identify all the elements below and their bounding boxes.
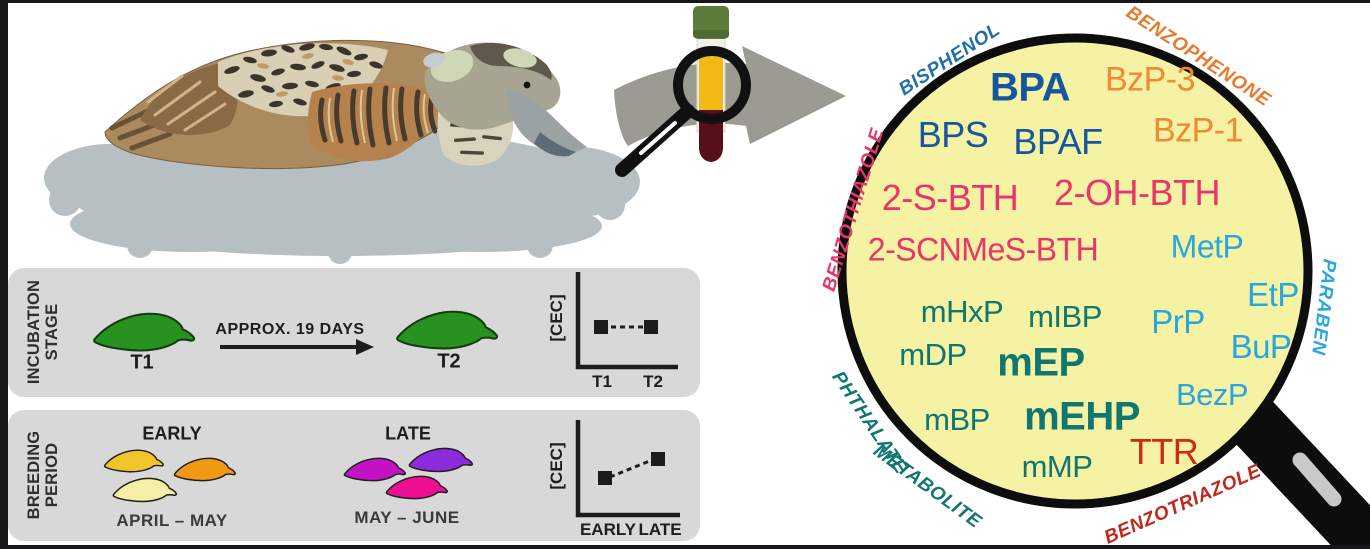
chemical-bzp1: BzP-1: [1152, 111, 1244, 150]
stage-t1-label: T1: [130, 351, 154, 374]
chart2-trend-line: [609, 458, 653, 479]
chemical-2ohbth: 2-OH-BTH: [1054, 172, 1221, 213]
blood-tube: [693, 6, 729, 162]
chemical-mhxp: mHxP: [920, 294, 1004, 329]
duck-t2-icon: [396, 310, 499, 350]
tube-plasma: [699, 54, 723, 112]
chemical-2scnmesbth: 2-SCNMeS-BTH: [867, 231, 1099, 268]
incubation-stage-title: INCUBATION STAGE: [25, 280, 61, 384]
chemical-ttr: TTR: [1129, 431, 1199, 472]
chemical-bpaf: BPAF: [1013, 121, 1103, 162]
chemical-mibp: mIBP: [1028, 299, 1102, 334]
duck-shoulder-streaks: [146, 74, 227, 132]
duck-shoulder: [140, 62, 238, 136]
breeding-title-line2: PERIOD: [43, 442, 61, 508]
chemical-mep: mEP: [997, 340, 1085, 385]
cec-vs-period-chart: [CEC] EARLY LATE: [547, 420, 682, 539]
chart1-point-t2: [644, 320, 658, 334]
small-magnifier: [615, 46, 751, 177]
cec-vs-stage-chart: [CEC] T1 T2: [547, 272, 678, 391]
incubation-title-line1: INCUBATION: [25, 279, 43, 385]
chemical-prp: PrP: [1151, 303, 1205, 340]
bottom-edge-line: [0, 545, 1370, 549]
small-magnifier-ring: [673, 46, 751, 124]
late-period-label: MAY – JUNE: [354, 508, 460, 527]
lens-handle-slit: [1292, 452, 1342, 507]
lens-handle: [1227, 396, 1370, 549]
early-group-label: EARLY: [142, 423, 202, 444]
chart2-ylabel: [CEC]: [547, 442, 566, 489]
chemical-etp: EtP: [1247, 276, 1299, 313]
eider-duck-on-nest-illustration: [44, 39, 640, 264]
chemical-2sbth: 2-S-BTH: [881, 177, 1019, 218]
chemical-mmp: mMP: [1021, 449, 1093, 484]
chemical-metp: MetP: [1170, 228, 1244, 265]
arrow-duration-label: APPROX. 19 DAYS: [215, 321, 365, 338]
lens-circle: [837, 33, 1313, 509]
chemical-bps: BPS: [917, 114, 989, 155]
breeding-period-title: BREEDING PERIOD: [25, 431, 61, 520]
incubation-arrow: [220, 339, 374, 355]
chart1-point-t1: [594, 320, 608, 334]
duck-late-magenta-icon: [343, 457, 406, 482]
duck-bill-lower: [534, 132, 576, 157]
early-period-label: APRIL – MAY: [116, 511, 228, 530]
top-edge-line: [0, 0, 1370, 3]
chemical-mbp: mBP: [924, 402, 990, 437]
duck-late-purple-icon: [408, 447, 474, 473]
chemical-bpa: BPA: [990, 65, 1070, 110]
duck-eye: [523, 81, 531, 89]
duck-head-green-patch: [503, 48, 537, 68]
duck-bill: [506, 90, 587, 155]
breeding-title-line1: BREEDING: [25, 430, 43, 520]
chemical-bzp3: BzP-3: [1104, 60, 1196, 99]
duck-early-orange-icon: [173, 457, 236, 482]
chart2-point-early: [598, 471, 612, 485]
duck-back-tan-spots: [257, 53, 354, 97]
chart2-tick-late: LATE: [638, 520, 681, 539]
small-magnifier-handle-slit: [639, 121, 677, 155]
chart1-tick-t2: T2: [643, 372, 663, 391]
duck-late-pink-icon: [385, 475, 448, 500]
left-edge-strip: [0, 0, 8, 549]
chart2-point-late: [651, 452, 665, 466]
stage-t2-label: T2: [437, 350, 461, 373]
tube-cap-rim: [693, 30, 729, 38]
duck-t1-icon: [93, 312, 196, 352]
duck-early-yellow-icon: [103, 449, 164, 473]
chemical-bezp: BezP: [1175, 377, 1249, 412]
chart1-ylabel: [CEC]: [547, 294, 566, 341]
duck-flank-light-bars: [327, 87, 429, 144]
chemical-mdp: mDP: [899, 337, 967, 372]
duck-head-gray-patch: [423, 52, 445, 68]
chemical-bup: BuP: [1230, 328, 1292, 365]
chart1-tick-t1: T1: [592, 372, 612, 391]
duck-early-pale-icon: [112, 477, 178, 503]
late-group-label: LATE: [385, 423, 431, 444]
chemical-mehp: mEHP: [1024, 394, 1140, 439]
incubation-title-line2: STAGE: [43, 303, 61, 361]
chart2-tick-early: EARLY: [580, 520, 637, 539]
